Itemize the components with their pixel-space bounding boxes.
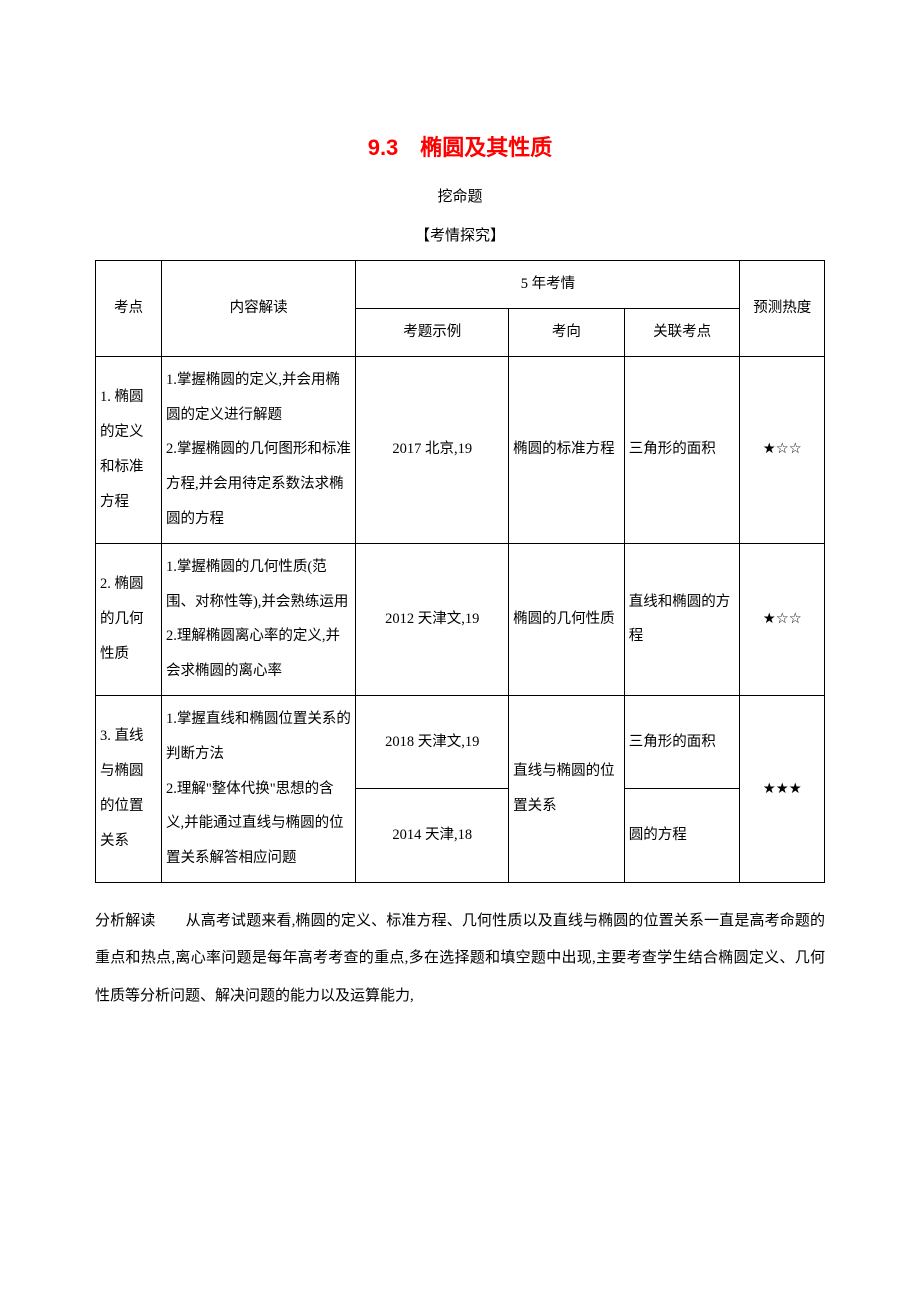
section-header: 【考情探究】 bbox=[95, 224, 825, 248]
cell-neirong: 1.掌握椭圆的几何性质(范围、对称性等),并会熟练运用2.理解椭圆离心率的定义,… bbox=[161, 543, 355, 695]
cell-kaoti: 2017 北京,19 bbox=[356, 356, 509, 543]
cell-kaoti-2: 2014 天津,18 bbox=[356, 789, 509, 883]
cell-guanlian: 直线和椭圆的方程 bbox=[624, 543, 740, 695]
header-kaodian: 考点 bbox=[96, 261, 162, 357]
header-guanlian: 关联考点 bbox=[624, 308, 740, 356]
cell-yuce: ★★★ bbox=[740, 695, 825, 882]
header-row-1: 考点 内容解读 5 年考情 预测热度 bbox=[96, 261, 825, 309]
exam-analysis-table: 考点 内容解读 5 年考情 预测热度 考题示例 考向 关联考点 1. 椭圆的定义… bbox=[95, 260, 825, 883]
table-row: 1. 椭圆的定义和标准方程 1.掌握椭圆的定义,并会用椭圆的定义进行解题2.掌握… bbox=[96, 356, 825, 543]
analysis-paragraph: 分析解读从高考试题来看,椭圆的定义、标准方程、几何性质以及直线与椭圆的位置关系一… bbox=[95, 903, 825, 1016]
cell-neirong: 1.掌握直线和椭圆位置关系的判断方法2.理解"整体代换"思想的含义,并能通过直线… bbox=[161, 695, 355, 882]
analysis-label: 分析解读 bbox=[95, 913, 156, 929]
cell-kaoti: 2012 天津文,19 bbox=[356, 543, 509, 695]
header-neirong: 内容解读 bbox=[161, 261, 355, 357]
cell-guanlian-2: 圆的方程 bbox=[624, 789, 740, 883]
header-kaoti: 考题示例 bbox=[356, 308, 509, 356]
page-title: 9.3 椭圆及其性质 bbox=[95, 130, 825, 165]
table-row: 2. 椭圆的几何性质 1.掌握椭圆的几何性质(范围、对称性等),并会熟练运用2.… bbox=[96, 543, 825, 695]
cell-kaodian: 2. 椭圆的几何性质 bbox=[96, 543, 162, 695]
analysis-body: 从高考试题来看,椭圆的定义、标准方程、几何性质以及直线与椭圆的位置关系一直是高考… bbox=[95, 913, 825, 1004]
cell-kaoxiang: 直线与椭圆的位置关系 bbox=[509, 695, 625, 882]
cell-guanlian-1: 三角形的面积 bbox=[624, 695, 740, 788]
cell-kaodian: 1. 椭圆的定义和标准方程 bbox=[96, 356, 162, 543]
cell-kaoti-1: 2018 天津文,19 bbox=[356, 695, 509, 788]
cell-guanlian: 三角形的面积 bbox=[624, 356, 740, 543]
table-row: 3. 直线与椭圆的位置关系 1.掌握直线和椭圆位置关系的判断方法2.理解"整体代… bbox=[96, 695, 825, 788]
cell-yuce: ★☆☆ bbox=[740, 356, 825, 543]
header-kaoqing: 5 年考情 bbox=[356, 261, 740, 309]
cell-yuce: ★☆☆ bbox=[740, 543, 825, 695]
header-kaoxiang: 考向 bbox=[509, 308, 625, 356]
cell-kaodian: 3. 直线与椭圆的位置关系 bbox=[96, 695, 162, 882]
cell-kaoxiang: 椭圆的几何性质 bbox=[509, 543, 625, 695]
cell-kaoxiang: 椭圆的标准方程 bbox=[509, 356, 625, 543]
cell-neirong: 1.掌握椭圆的定义,并会用椭圆的定义进行解题2.掌握椭圆的几何图形和标准方程,并… bbox=[161, 356, 355, 543]
header-yuce: 预测热度 bbox=[740, 261, 825, 357]
subtitle: 挖命题 bbox=[95, 185, 825, 209]
